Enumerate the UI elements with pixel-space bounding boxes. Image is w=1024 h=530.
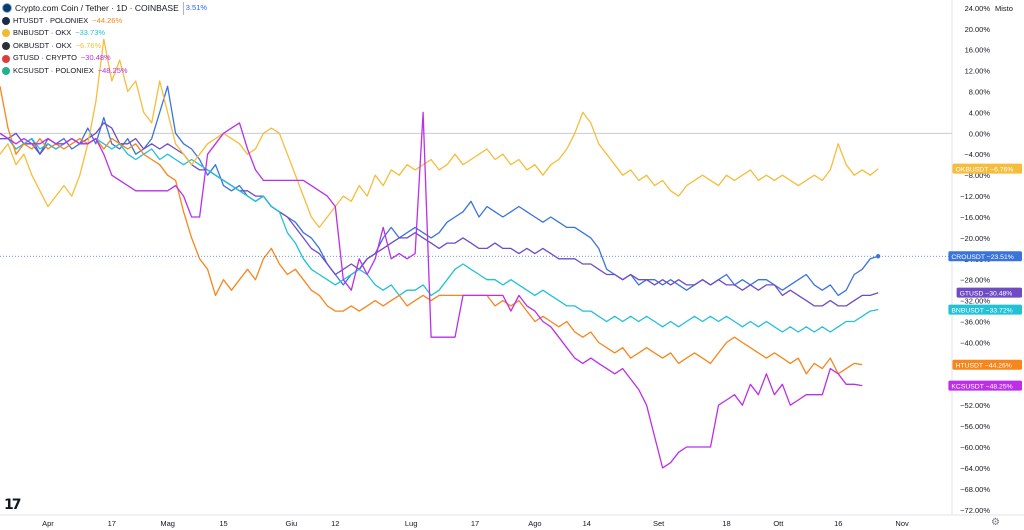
okb-coin-icon: [2, 42, 10, 51]
cro-coin-icon: [2, 3, 12, 14]
x-tick-label: Ott: [773, 519, 784, 528]
settings-gear-icon[interactable]: ⚙: [991, 517, 1000, 528]
series-line-bnbusdt: [0, 132, 879, 333]
legend-label: HTUSDT · POLONIEX: [13, 15, 89, 25]
x-tick-label: 15: [219, 519, 227, 528]
x-tick-label: 16: [834, 519, 842, 528]
x-tick-label: 17: [471, 519, 479, 528]
ht-coin-icon: [2, 16, 10, 25]
y-tick-label: −8.00%: [964, 171, 990, 180]
legend-label: GTUSD · CRYPTO: [13, 53, 77, 63]
series-line-htusdt: [0, 86, 863, 375]
tradingview-logo[interactable]: 17: [4, 497, 22, 513]
legend-main-row[interactable]: Crypto.com Coin / Tether · 1D · COINBASE…: [2, 2, 207, 15]
legend-value: −6.76%: [75, 40, 102, 50]
badge-label-htusdt: HTUSDT −44.26%: [956, 363, 1012, 370]
y-tick-label: 4.00%: [969, 108, 991, 117]
badge-crousdt: [948, 251, 1022, 262]
y-tick-label: 24.00%: [965, 4, 991, 13]
badge-label-crousdt: CROUSDT −23.51%: [951, 254, 1013, 261]
series-line-gtusd: [0, 122, 879, 307]
y-tick-label: −20.00%: [960, 234, 990, 243]
legend-label: KCSUSDT · POLONIEX: [13, 65, 94, 75]
y-tick-label: −56.00%: [960, 422, 990, 431]
x-tick-label: 18: [722, 519, 730, 528]
symbol-title: Crypto.com Coin / Tether · 1D · COINBASE: [15, 3, 179, 13]
y-tick-label: 8.00%: [969, 87, 991, 96]
badge-label-okbusdt: OKBUSDT −6.76%: [956, 166, 1014, 173]
legend-label: OKBUSDT · OKX: [13, 40, 72, 50]
main-last-value-dot: [875, 254, 881, 259]
series-line-okbusdt: [0, 38, 879, 229]
legend-value: −33.73%: [75, 28, 106, 38]
badge-label-gtusd: GTUSD −30.48%: [960, 290, 1013, 297]
chart-legend: Crypto.com Coin / Tether · 1D · COINBASE…: [2, 2, 207, 78]
badge-label-bnbusdt: BNBUSDT −33.72%: [951, 307, 1012, 314]
legend-item-htusdt[interactable]: HTUSDT · POLONIEX −44.26%: [2, 15, 207, 28]
y-tick-label: 20.00%: [965, 25, 991, 34]
y-tick-label: −64.00%: [960, 464, 990, 473]
y-tick-label: −68.00%: [960, 485, 990, 494]
x-tick-label: 12: [331, 519, 339, 528]
y-tick-label: −16.00%: [960, 213, 990, 222]
y-tick-label: 12.00%: [965, 67, 991, 76]
y-tick-label: −28.00%: [960, 276, 990, 285]
y-tick-label: −40.00%: [960, 338, 990, 347]
kcs-coin-icon: [2, 67, 10, 76]
legend-value: −44.26%: [92, 15, 123, 25]
legend-value: −30.48%: [80, 53, 111, 63]
legend-item-gtusd[interactable]: GTUSD · CRYPTO −30.48%: [2, 52, 207, 65]
x-tick-label: 17: [108, 519, 116, 528]
legend-value: −48.25%: [97, 65, 128, 75]
badge-kcsusdt: [948, 380, 1022, 391]
legend-item-kcsusdt[interactable]: KCSUSDT · POLONIEX −48.25%: [2, 65, 207, 78]
badge-htusdt: [952, 359, 1022, 370]
y-tick-label: 16.00%: [965, 46, 991, 55]
x-tick-label: Apr: [42, 519, 54, 528]
x-tick-label: Giu: [286, 519, 298, 528]
y-tick-label: −60.00%: [960, 443, 990, 452]
badge-okbusdt: [952, 163, 1022, 174]
legend-item-bnbusdt[interactable]: BNBUSDT · OKX −33.73%: [2, 27, 207, 40]
x-tick-label: 14: [583, 519, 591, 528]
y-tick-label: −52.00%: [960, 401, 990, 410]
bnb-coin-icon: [2, 29, 10, 38]
x-tick-label: Lug: [405, 519, 418, 528]
badge-gtusd: [956, 287, 1022, 298]
y-tick-label: 0.00%: [969, 129, 991, 138]
legend-item-okbusdt[interactable]: OKBUSDT · OKX −6.76%: [2, 40, 207, 53]
y-tick-label: −32.00%: [960, 297, 990, 306]
series-line-kcsusdt: [0, 111, 863, 469]
gt-coin-icon: [2, 54, 10, 63]
badge-bnbusdt: [948, 304, 1022, 315]
series-line-crousdt: [0, 85, 879, 297]
y-tick-label: −72.00%: [960, 506, 990, 515]
x-tick-label: Ago: [528, 519, 541, 528]
x-tick-label: Mag: [160, 519, 175, 528]
y-tick-label: −36.00%: [960, 318, 990, 327]
x-tick-label: Set: [653, 519, 665, 528]
scale-mode-label[interactable]: Misto: [995, 4, 1013, 13]
badge-label-kcsusdt: KCSUSDT −48.25%: [951, 383, 1012, 390]
y-tick-label: −12.00%: [960, 192, 990, 201]
main-change-value: 3.51%: [182, 2, 207, 15]
x-tick-label: Nov: [895, 519, 909, 528]
legend-label: BNBUSDT · OKX: [13, 28, 72, 38]
y-tick-label: −4.00%: [964, 150, 990, 159]
